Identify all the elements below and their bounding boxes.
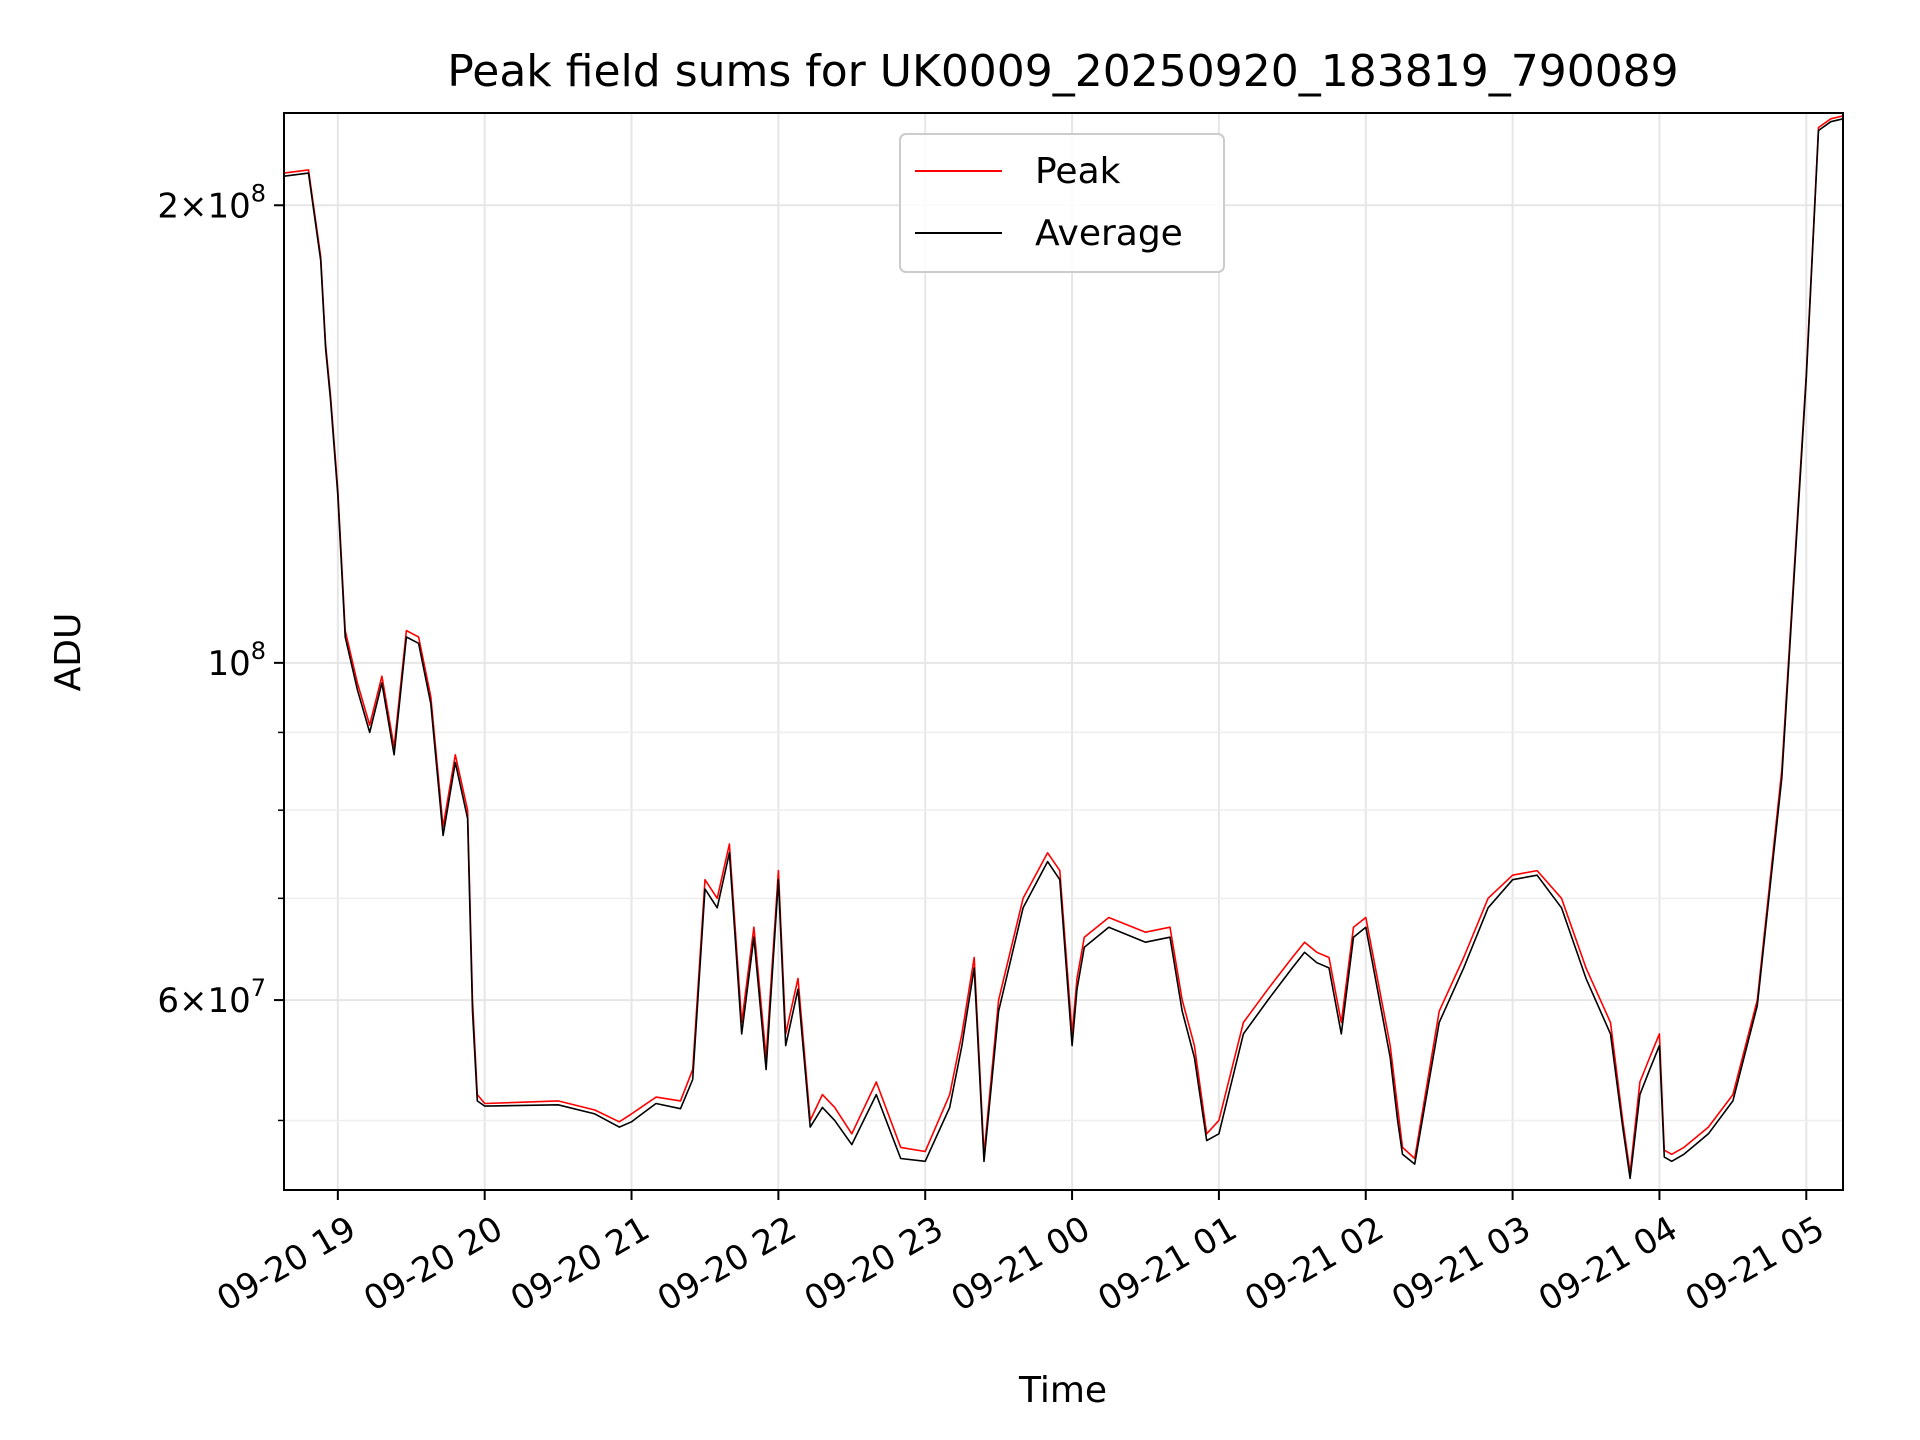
series-line-average [283, 118, 1844, 1180]
grid [284, 113, 1843, 1190]
x-tick-label: 09-20 22 [651, 1209, 803, 1320]
chart-title: Peak field sums for UK0009_20250920_1838… [447, 46, 1678, 97]
x-tick-label: 09-21 00 [945, 1209, 1097, 1320]
x-tick-label: 09-20 19 [210, 1209, 362, 1320]
y-tick-label: 6×107 [157, 974, 266, 1021]
legend: Peak Average [899, 133, 1225, 273]
series-layer [283, 115, 1844, 1180]
y-tick-label: 108 [207, 637, 266, 684]
legend-box [899, 133, 1225, 273]
x-tick-label: 09-20 23 [798, 1209, 950, 1320]
series-line-peak [283, 115, 1844, 1174]
legend-label-peak: Peak [1035, 151, 1121, 192]
x-tick-label: 09-20 21 [504, 1209, 656, 1320]
legend-label-average: Average [1035, 213, 1183, 254]
plot-frame [283, 112, 1844, 1191]
x-axis-label: Time [1018, 1370, 1107, 1411]
x-tick-label: 09-21 03 [1385, 1209, 1537, 1320]
x-tick-label: 09-21 04 [1532, 1209, 1684, 1320]
y-axis-label: ADU [48, 613, 89, 692]
y-tick-label: 2×108 [157, 179, 266, 226]
x-tick-label: 09-21 02 [1238, 1209, 1390, 1320]
x-tick-label: 09-20 20 [357, 1209, 509, 1320]
x-tick-label: 09-21 01 [1091, 1209, 1243, 1320]
x-tick-label: 09-21 05 [1679, 1209, 1831, 1320]
